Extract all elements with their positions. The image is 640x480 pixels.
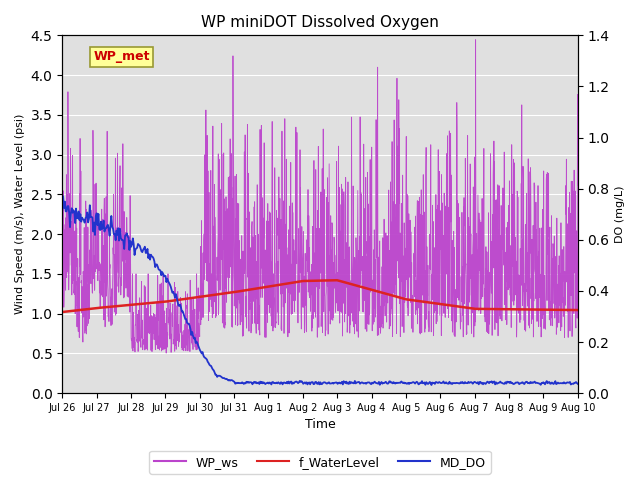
Y-axis label: DO (mg/L): DO (mg/L)	[615, 185, 625, 243]
Y-axis label: Wind Speed (m/s), Water Level (psi): Wind Speed (m/s), Water Level (psi)	[15, 114, 25, 314]
Text: WP_met: WP_met	[93, 50, 150, 63]
Title: WP miniDOT Dissolved Oxygen: WP miniDOT Dissolved Oxygen	[201, 15, 439, 30]
Legend: WP_ws, f_WaterLevel, MD_DO: WP_ws, f_WaterLevel, MD_DO	[149, 451, 491, 474]
X-axis label: Time: Time	[305, 419, 335, 432]
